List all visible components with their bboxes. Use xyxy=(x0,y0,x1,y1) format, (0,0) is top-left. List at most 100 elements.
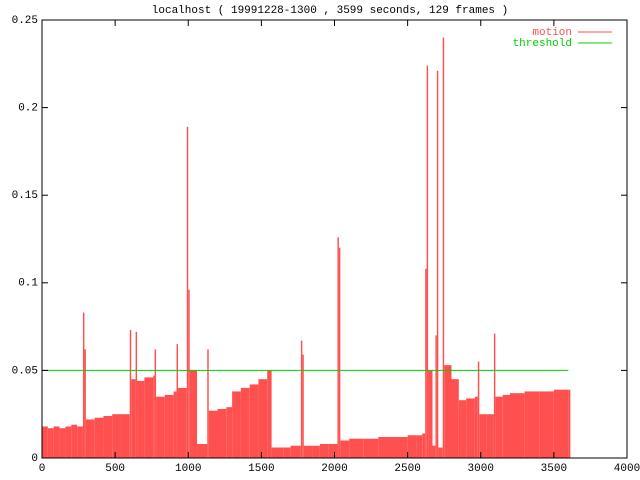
motion-bar xyxy=(59,428,66,458)
motion-bar xyxy=(302,354,304,458)
motion-bar xyxy=(568,389,571,458)
motion-bar xyxy=(319,443,329,458)
x-tick-label: 4000 xyxy=(614,463,640,475)
motion-bar xyxy=(226,407,233,458)
motion-bar xyxy=(425,268,427,458)
motion-bar xyxy=(416,435,423,458)
motion-bar xyxy=(65,426,72,458)
motion-bar xyxy=(240,387,250,458)
motion-bar xyxy=(444,365,452,458)
x-tick-label: 1500 xyxy=(248,463,274,475)
motion-bar xyxy=(82,312,85,458)
motion-bar xyxy=(144,377,154,458)
motion-bar xyxy=(154,349,157,458)
motion-bar xyxy=(337,237,339,458)
motion-bar xyxy=(510,393,525,458)
motion-bar xyxy=(495,396,503,458)
motion-bar xyxy=(474,396,478,458)
motion-bar xyxy=(426,65,429,458)
motion-bar xyxy=(458,400,467,458)
motion-bar xyxy=(217,408,227,458)
motion-bar xyxy=(178,387,187,458)
motion-bar xyxy=(438,447,443,458)
motion-bar xyxy=(436,70,439,459)
motion-bar xyxy=(312,445,320,458)
motion-bar xyxy=(189,370,198,458)
motion-bar xyxy=(188,289,190,458)
motion-bar xyxy=(135,331,138,458)
motion-bar xyxy=(340,440,350,458)
motion-bar xyxy=(85,419,95,458)
motion-bar xyxy=(53,426,60,458)
motion-bar xyxy=(153,375,155,458)
y-tick-label: 0.25 xyxy=(12,15,38,27)
motion-bar xyxy=(432,445,436,458)
motion-bar xyxy=(129,330,132,458)
motion-bar xyxy=(442,37,445,459)
x-tick-label: 500 xyxy=(105,463,125,475)
x-tick-label: 0 xyxy=(39,463,46,475)
motion-bar xyxy=(486,414,494,458)
legend-label: threshold xyxy=(513,38,572,50)
y-tick-label: 0.1 xyxy=(18,278,38,290)
motion-bar xyxy=(207,349,209,458)
motion-bar xyxy=(422,433,426,458)
motion-bar xyxy=(428,370,433,458)
motion-bar xyxy=(300,340,303,458)
motion-bar xyxy=(493,333,496,458)
y-tick-label: 0.05 xyxy=(12,365,38,377)
motion-bar xyxy=(477,361,480,458)
motion-bar xyxy=(393,436,408,458)
motion-bar xyxy=(186,126,189,458)
motion-bar xyxy=(71,424,78,458)
motion-bar xyxy=(303,445,313,458)
motion-bar xyxy=(137,380,145,458)
chart-title: localhost ( 19991228-1300 , 3599 seconds… xyxy=(152,5,508,17)
motion-bar xyxy=(103,415,113,458)
motion-bar xyxy=(112,414,121,458)
motion-bar xyxy=(164,394,174,458)
motion-bar xyxy=(258,379,268,458)
motion-bar xyxy=(42,426,48,458)
motion-bar xyxy=(451,379,459,458)
motion-bar xyxy=(290,445,301,458)
motion-bar xyxy=(47,428,54,458)
motion-bar xyxy=(378,436,393,458)
motion-bar xyxy=(502,394,510,458)
y-tick-label: 0.2 xyxy=(18,103,38,115)
motion-bar xyxy=(435,335,437,458)
motion-bar xyxy=(131,379,136,458)
motion-bar xyxy=(208,410,218,458)
motion-bar xyxy=(271,447,284,458)
x-tick-label: 1000 xyxy=(175,463,201,475)
motion-bar xyxy=(120,414,130,458)
motion-bar xyxy=(77,426,83,458)
motion-bar xyxy=(249,384,259,458)
motion-bar xyxy=(363,438,379,458)
motion-bar xyxy=(94,417,104,458)
motion-bar xyxy=(349,438,364,458)
x-tick-label: 3000 xyxy=(468,463,494,475)
motion-bar xyxy=(283,447,291,458)
x-tick-label: 2000 xyxy=(321,463,347,475)
legend-label: motion xyxy=(532,27,572,39)
motion-bar xyxy=(466,398,475,458)
motion-bar xyxy=(232,391,241,458)
motion-bar xyxy=(407,435,417,458)
y-tick-label: 0 xyxy=(31,453,38,465)
motion-bar xyxy=(539,391,554,458)
motion-bar xyxy=(84,349,86,458)
motion-bar xyxy=(156,396,165,458)
x-tick-label: 2500 xyxy=(394,463,420,475)
motion-bar xyxy=(173,391,177,458)
motion-bar xyxy=(176,344,179,458)
motion-bar xyxy=(197,443,208,458)
motion-bar xyxy=(553,389,569,458)
y-tick-label: 0.15 xyxy=(12,190,38,202)
motion-bar xyxy=(267,370,272,458)
motion-bar xyxy=(328,443,338,458)
x-tick-label: 3500 xyxy=(541,463,567,475)
motion-bar xyxy=(524,391,540,458)
